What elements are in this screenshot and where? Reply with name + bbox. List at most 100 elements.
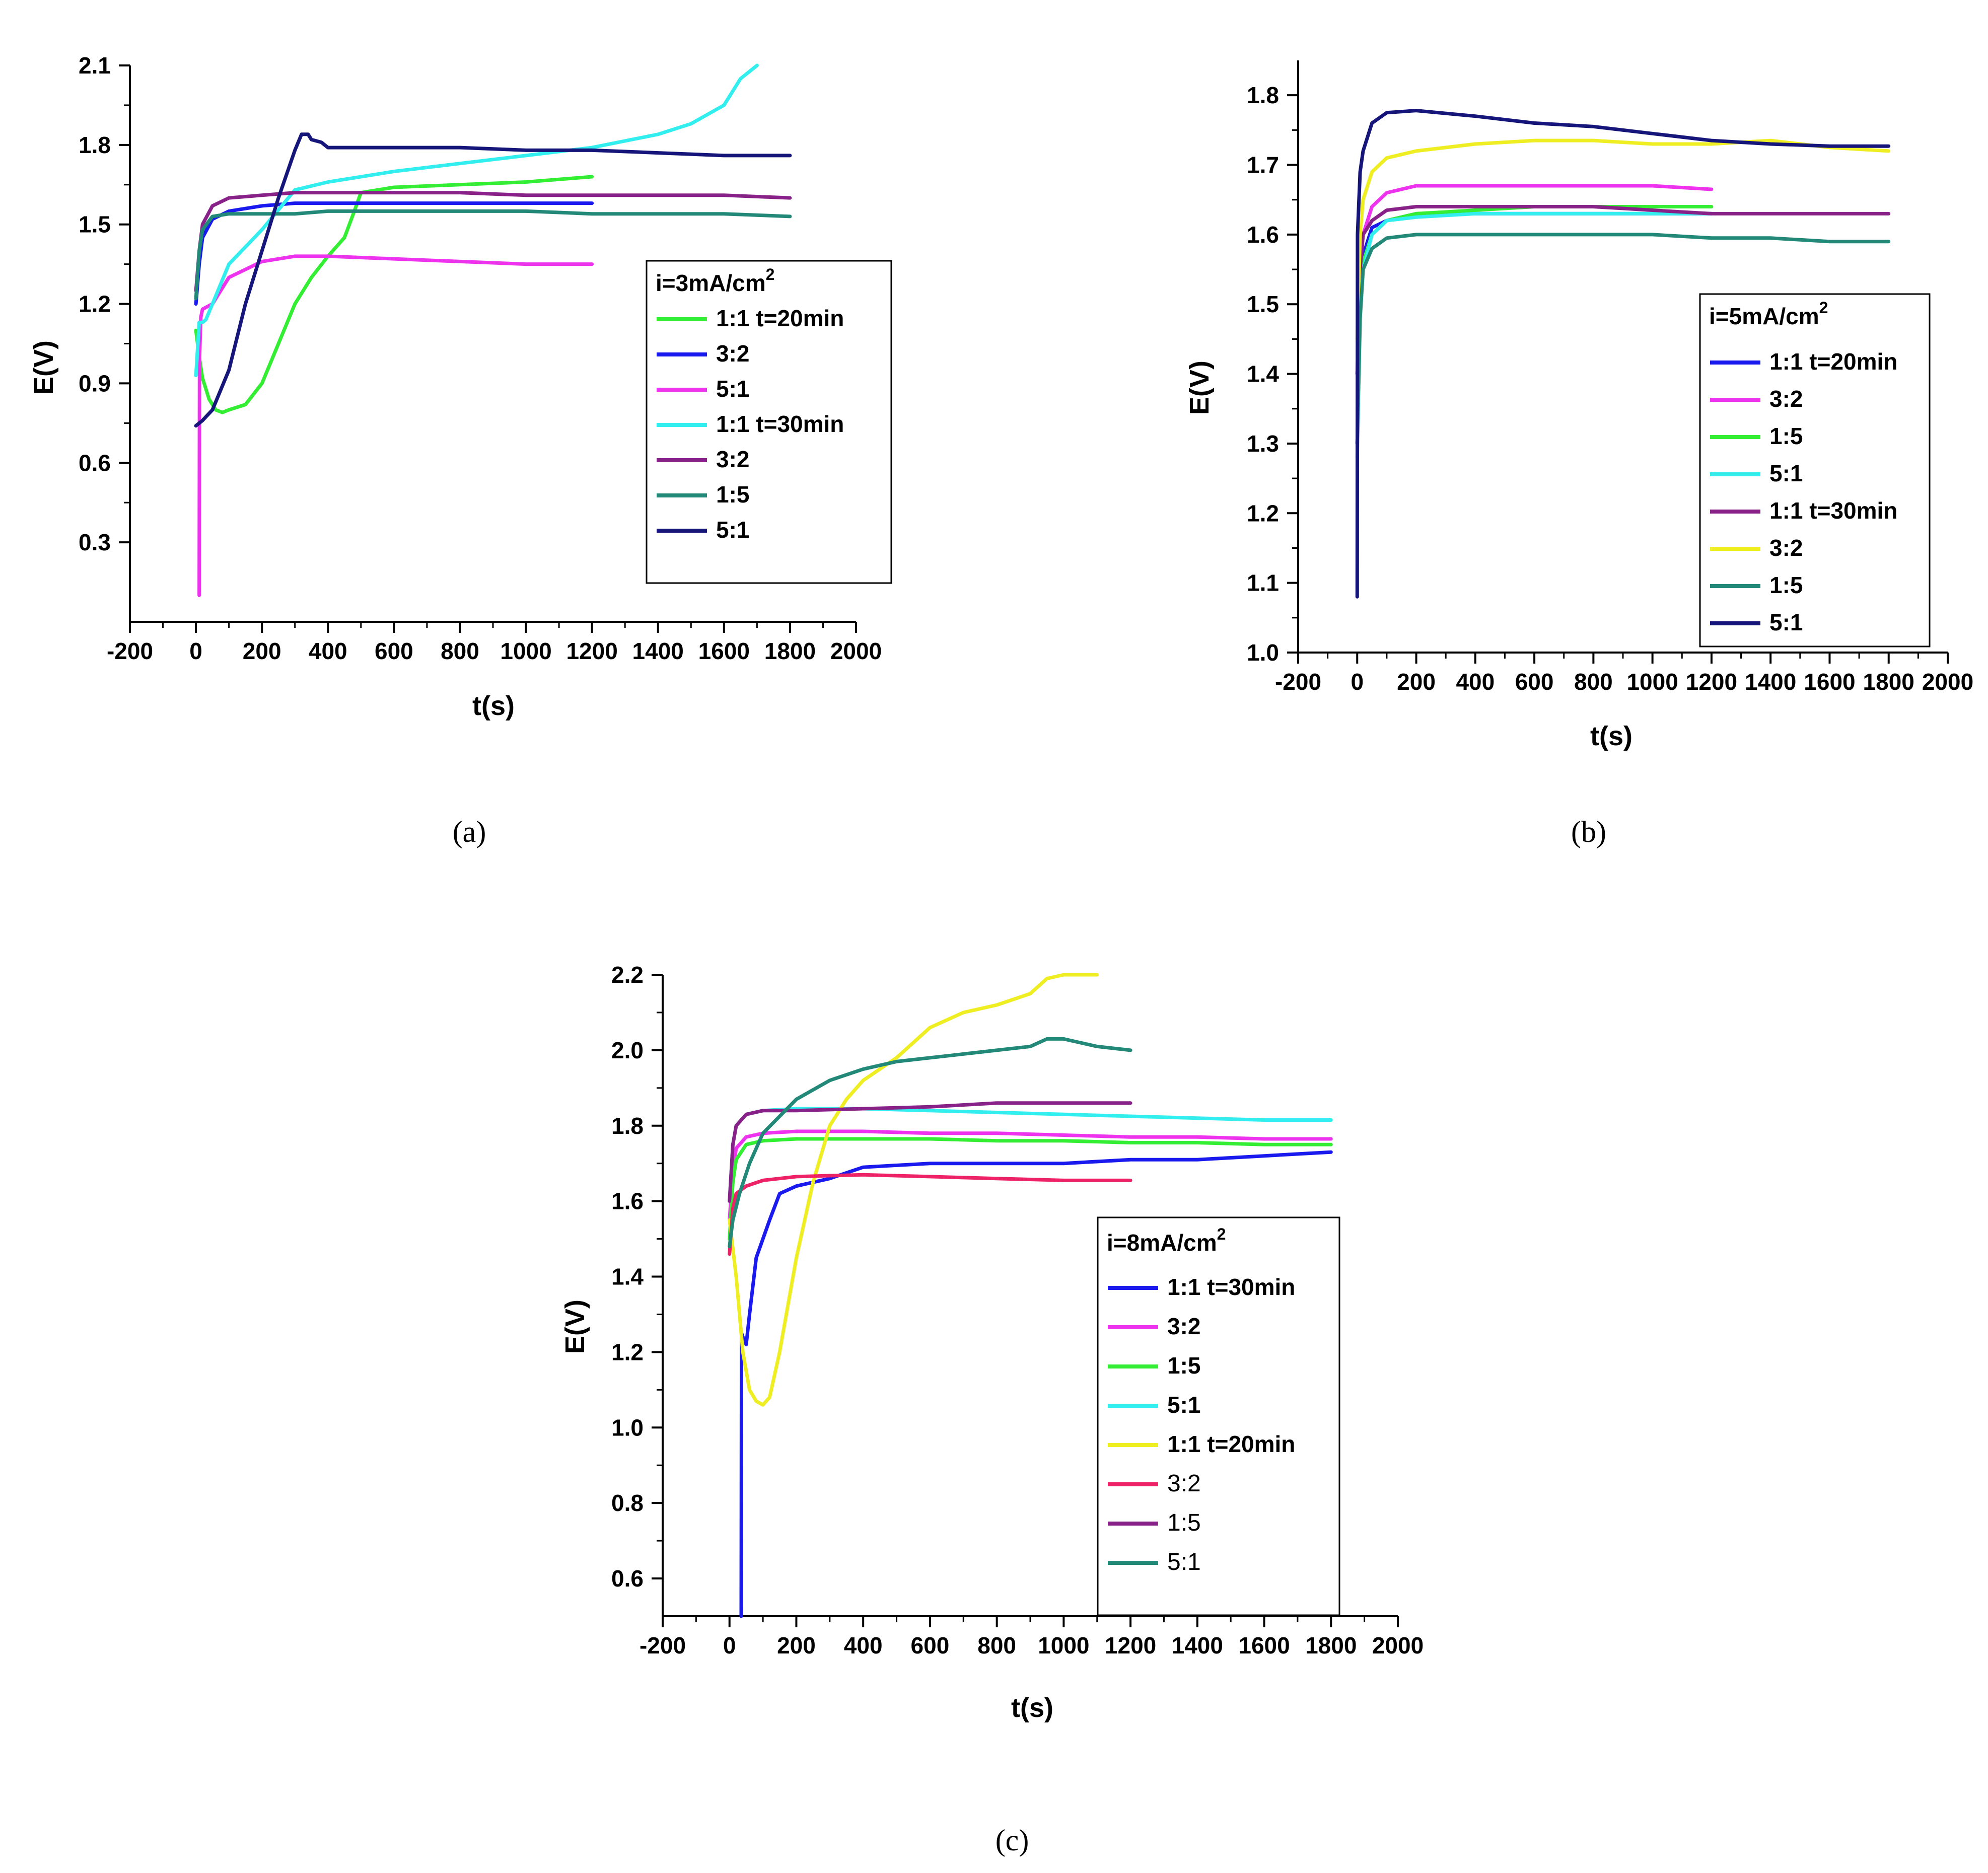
- x-tick-label: 1000: [500, 638, 551, 664]
- caption-a: (a): [453, 815, 486, 848]
- panel-b: -200 0 200 400 600 800 1000 1200 1400 1600 1800 200…: [1184, 60, 1973, 751]
- series-line-2: [194, 201, 594, 306]
- y-tick-label: 1.1: [1247, 570, 1279, 596]
- series-line-7: [1355, 233, 1891, 446]
- x-tick-label: 200: [243, 638, 281, 664]
- legend-entry-label: 1:5: [1769, 423, 1803, 449]
- x-tick-label: 0: [189, 638, 202, 664]
- panel-c: -200 0 200 400 600 800 1000 1200 1400 1600 1800 200…: [560, 962, 1424, 1723]
- x-axis-label: t(s): [472, 691, 515, 721]
- series-line-5: [1355, 205, 1891, 376]
- legend-entry-label: 1:5: [1167, 1509, 1201, 1536]
- y-tick-label: 1.6: [611, 1188, 644, 1214]
- series-line-1: [194, 175, 594, 414]
- legend-entry-label: 3:2: [716, 446, 749, 472]
- x-tick-label: 1600: [1238, 1632, 1290, 1659]
- x-tick-label: 400: [844, 1632, 883, 1659]
- x-tick-label: 600: [1515, 669, 1554, 695]
- series-line-8: [1355, 109, 1891, 599]
- x-tick-label: 1400: [1745, 669, 1796, 695]
- x-tick-label: 800: [1574, 669, 1613, 695]
- y-tick-label: 1.6: [1247, 222, 1279, 248]
- legend: i=8mA/cm2 1:1 t=30min 3:2 1:5 5:1 1:1 t=20min…: [1097, 1216, 1340, 1616]
- y-tick-label: 1.2: [611, 1339, 644, 1365]
- x-tick-label: 1200: [566, 638, 617, 664]
- series-line-3: [1355, 205, 1714, 446]
- series-line-8: [728, 1037, 1132, 1249]
- series-line-7: [728, 1101, 1132, 1203]
- x-tick-label: 1800: [1305, 1632, 1357, 1659]
- legend-entry-label: 3:2: [1769, 535, 1803, 561]
- series-line-6: [1355, 138, 1891, 341]
- series-line-7: [194, 132, 792, 428]
- x-axis-label: t(s): [1590, 721, 1632, 751]
- y-tick-label: 0.3: [79, 529, 111, 555]
- x-tick-label: 600: [375, 638, 413, 664]
- y-tick-label: 1.3: [1247, 430, 1279, 457]
- y-tick-label: 1.0: [611, 1414, 644, 1440]
- x-tick-label: 800: [441, 638, 479, 664]
- x-tick-label: 800: [977, 1632, 1016, 1659]
- series-line-1: [739, 1150, 1333, 1618]
- legend-entry-label: 1:1 t=20min: [1167, 1431, 1295, 1457]
- y-tick-label: 1.2: [79, 291, 111, 317]
- legend-title: i=3mA/cm2: [656, 265, 774, 296]
- y-tick-label: 1.4: [1247, 361, 1279, 387]
- legend-entry-label: 5:1: [716, 376, 749, 402]
- x-tick-label: 200: [1397, 669, 1436, 695]
- y-tick-label: 2.0: [611, 1037, 644, 1063]
- legend-entry-label: 5:1: [1769, 609, 1803, 635]
- legend-entry-label: 3:2: [1769, 386, 1803, 412]
- x-tick-label: 2000: [1922, 669, 1973, 695]
- series-line-5: [728, 973, 1099, 1407]
- y-tick-label: 2.2: [611, 962, 644, 988]
- x-tick-label: 1400: [1172, 1632, 1223, 1659]
- caption-b: (b): [1571, 815, 1606, 848]
- legend-entry-label: 5:1: [1167, 1549, 1201, 1575]
- y-tick-label: 1.8: [611, 1113, 644, 1139]
- series-line-3: [197, 254, 594, 597]
- x-tick-label: 1000: [1626, 669, 1678, 695]
- legend-title: i=5mA/cm2: [1709, 299, 1828, 329]
- x-tick-label: 200: [777, 1632, 816, 1659]
- legend-entry-label: 1:5: [1167, 1352, 1200, 1379]
- y-tick-label: 1.5: [1247, 291, 1279, 317]
- x-tick-label: 2000: [1372, 1632, 1424, 1659]
- x-tick-label: -200: [1275, 669, 1321, 695]
- legend-entry-label: 5:1: [1167, 1392, 1200, 1418]
- x-tick-label: 1400: [632, 638, 684, 664]
- legend-entry-label: 1:5: [1769, 572, 1803, 598]
- series-line-6: [194, 209, 792, 301]
- legend-entry-label: 1:1 t=30min: [716, 411, 844, 437]
- y-tick-label: 1.2: [1247, 500, 1279, 526]
- x-tick-label: 1200: [1686, 669, 1737, 695]
- y-tick-label: 0.9: [79, 370, 111, 396]
- legend-box: [1097, 1216, 1340, 1616]
- x-tick-label: 400: [1456, 669, 1495, 695]
- y-tick-label: 0.6: [79, 450, 111, 476]
- y-tick-label: 1.7: [1247, 152, 1279, 178]
- y-tick-label: 0.6: [611, 1565, 644, 1592]
- panel-a: -200 0 200 400 600 800 1000 1200 1400 1600 1800 200…: [29, 52, 892, 721]
- x-tick-label: 1800: [1863, 669, 1914, 695]
- legend-box: [1699, 293, 1931, 647]
- series-line-1: [1355, 211, 1714, 446]
- legend-entry-label: 1:1 t=20min: [1769, 348, 1897, 375]
- legend-entry-label: 1:1 t=30min: [1769, 497, 1897, 524]
- x-axis-label: t(s): [1011, 1693, 1053, 1723]
- legend-entry-label: 3:2: [1167, 1313, 1200, 1339]
- y-tick-label: 0.8: [611, 1490, 644, 1516]
- x-tick-label: 0: [723, 1632, 736, 1659]
- y-axis-label: E(V): [560, 1300, 590, 1354]
- legend-entry-label: 3:2: [1167, 1470, 1201, 1497]
- legend: i=5mA/cm2 1:1 t=20min 3:2 1:5 5:1 1:1 t=30min…: [1699, 293, 1931, 647]
- legend-entry-label: 3:2: [716, 340, 749, 367]
- y-tick-label: 1.5: [79, 211, 111, 238]
- series-line-4: [194, 63, 759, 378]
- y-tick-label: 1.8: [79, 132, 111, 158]
- legend: i=3mA/cm2 1:1 t=20min 3:2 5:1 1:1 t=30min 3:2…: [646, 260, 892, 584]
- y-tick-label: 1.8: [1247, 82, 1279, 108]
- series-line-3: [728, 1137, 1333, 1241]
- x-tick-label: 600: [911, 1632, 950, 1659]
